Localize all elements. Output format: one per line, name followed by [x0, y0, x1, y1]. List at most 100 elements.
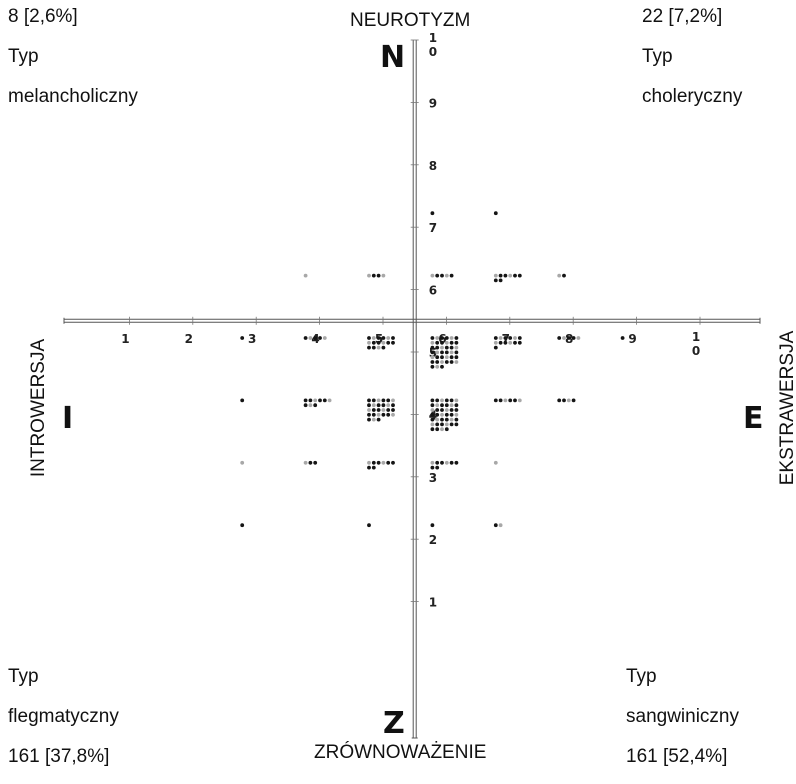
- data-point: [454, 412, 459, 417]
- data-point: [371, 345, 376, 350]
- data-point: [440, 427, 444, 432]
- data-point: [557, 398, 562, 403]
- data-point: [367, 403, 371, 408]
- data-cluster: [493, 211, 498, 216]
- data-point: [566, 336, 571, 340]
- data-point: [430, 398, 435, 403]
- data-cluster: [430, 211, 435, 216]
- data-point: [376, 345, 381, 350]
- data-point: [367, 460, 371, 465]
- pole-e: E: [743, 401, 764, 436]
- data-cluster: [430, 336, 459, 369]
- data-point: [318, 336, 322, 340]
- data-point: [440, 412, 444, 417]
- corner-bottom-left: Typ flegmatyczny 161 [37,8%]: [8, 664, 119, 784]
- data-point: [435, 345, 440, 350]
- data-point: [449, 355, 454, 360]
- data-cluster: [240, 398, 245, 403]
- data-point: [576, 336, 581, 340]
- data-point: [503, 340, 508, 345]
- data-point: [508, 398, 513, 403]
- type-word: Typ: [8, 666, 39, 687]
- data-point: [454, 336, 459, 340]
- data-point: [371, 340, 376, 345]
- data-point: [513, 340, 517, 345]
- data-point: [493, 278, 498, 283]
- data-point: [571, 398, 576, 403]
- data-cluster: [367, 336, 395, 350]
- y-tick-label: 7: [429, 221, 437, 235]
- data-point: [440, 398, 444, 403]
- data-point: [303, 398, 308, 403]
- data-point: [435, 422, 440, 427]
- data-cluster: [620, 336, 625, 340]
- data-point: [498, 336, 503, 340]
- data-point: [435, 417, 440, 422]
- corner-top-right: 22 [7,2%] Typ choleryczny: [642, 4, 742, 124]
- data-point: [240, 336, 245, 340]
- data-point: [454, 350, 459, 355]
- data-cluster: [430, 460, 459, 470]
- data-point: [376, 340, 381, 345]
- data-point: [313, 460, 318, 465]
- data-point: [303, 273, 308, 278]
- data-point: [367, 398, 371, 403]
- data-point: [240, 398, 245, 403]
- data-point: [513, 336, 517, 340]
- axis-title-bottom: ZRÓWNOWAŻENIE: [314, 742, 487, 763]
- data-point: [435, 336, 440, 340]
- data-point: [503, 273, 508, 278]
- axis-title-left: INTROWERSJA: [28, 338, 49, 478]
- data-point: [327, 398, 332, 403]
- data-point: [391, 403, 395, 408]
- data-point: [381, 460, 386, 465]
- data-point: [440, 460, 444, 465]
- data-point: [376, 336, 381, 340]
- data-point: [381, 345, 386, 350]
- data-point: [308, 398, 313, 403]
- data-point: [386, 460, 391, 465]
- data-point: [367, 273, 371, 278]
- data-point: [430, 364, 435, 369]
- data-point: [498, 273, 503, 278]
- data-point: [454, 408, 459, 412]
- data-point: [391, 336, 395, 340]
- x-tick-label: 3: [248, 332, 256, 346]
- data-point: [376, 417, 381, 422]
- data-point: [440, 345, 444, 350]
- data-point: [444, 355, 449, 360]
- data-point: [508, 340, 513, 345]
- data-cluster: [367, 460, 395, 470]
- data-point: [435, 412, 440, 417]
- data-point: [449, 360, 454, 364]
- data-point: [493, 460, 498, 465]
- data-point: [454, 417, 459, 422]
- data-point: [440, 403, 444, 408]
- data-point: [440, 350, 444, 355]
- data-point: [440, 360, 444, 364]
- y-tick-label: 1: [429, 31, 437, 45]
- data-point: [430, 350, 435, 355]
- data-point: [430, 465, 435, 470]
- type-word: Typ: [8, 46, 39, 67]
- y-tick-label: 1: [429, 596, 437, 610]
- data-cluster: [240, 460, 245, 465]
- data-point: [562, 398, 566, 403]
- data-point: [508, 273, 513, 278]
- data-point: [449, 345, 454, 350]
- type-word: Typ: [642, 46, 673, 67]
- data-point: [376, 460, 381, 465]
- data-point: [381, 398, 386, 403]
- data-point: [381, 403, 386, 408]
- data-point: [440, 422, 444, 427]
- data-point: [454, 345, 459, 350]
- data-point: [440, 355, 444, 360]
- data-point: [493, 336, 498, 340]
- data-point: [503, 398, 508, 403]
- data-point: [508, 336, 513, 340]
- data-point: [371, 273, 376, 278]
- data-point: [435, 364, 440, 369]
- x-tick-label: 9: [628, 332, 636, 346]
- data-point: [454, 360, 459, 364]
